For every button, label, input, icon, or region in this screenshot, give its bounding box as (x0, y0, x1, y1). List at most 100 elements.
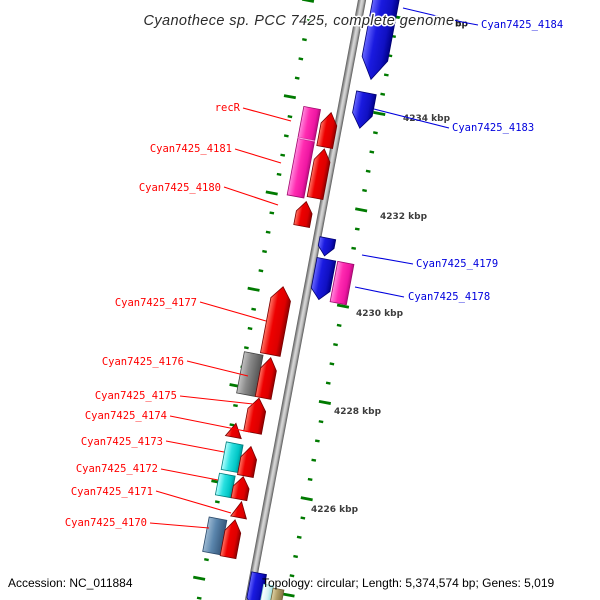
gene-red-a[interactable] (316, 111, 339, 149)
ruler-tick (325, 381, 331, 385)
gene-recR[interactable] (297, 105, 321, 142)
ruler-unit-bp: bp (455, 20, 468, 30)
label-cyan7425-4175[interactable]: Cyan7425_4175 (95, 390, 177, 402)
gene-cyan7425-4178[interactable] (329, 260, 355, 306)
ruler-tick (307, 477, 313, 482)
ruler-label-4236: 4236 k (428, 19, 463, 29)
label-cyan7425-4178[interactable]: Cyan7425_4178 (408, 291, 490, 303)
ruler-tick (265, 230, 271, 234)
ruler-tick (282, 592, 295, 598)
leader-cyan7425-4183 (373, 108, 450, 129)
ruler-tick (302, 38, 307, 42)
ruler-tick (373, 131, 378, 135)
label-cyan7425-4179[interactable]: Cyan7425_4179 (416, 258, 498, 270)
ruler-tick (269, 211, 275, 215)
gene-red-b[interactable] (306, 147, 332, 201)
gene-tan-bottom[interactable] (267, 587, 285, 600)
label-cyan7425-4172[interactable]: Cyan7425_4172 (76, 463, 158, 475)
ruler-tick (362, 188, 367, 193)
ruler-tick (300, 496, 313, 502)
ruler-tick (336, 303, 350, 309)
ruler-tick (276, 172, 282, 177)
ruler-tick (336, 323, 342, 327)
ruler-ticks (193, 0, 404, 600)
ruler-tick (229, 423, 235, 427)
gene-fragment-blue[interactable] (317, 236, 337, 258)
gene-red-fragment[interactable] (224, 422, 244, 440)
ruler-tick (265, 190, 278, 196)
leader-cyan7425-4177 (199, 301, 267, 322)
ruler-tick (233, 403, 238, 408)
label-recR[interactable]: recR (215, 102, 241, 114)
map-title: Cyanothece sp. PCC 7425, complete genome (143, 13, 454, 29)
gene-red-e[interactable] (237, 445, 259, 478)
ruler-tick (296, 535, 302, 539)
gene-cyan7425-4175[interactable] (254, 356, 278, 400)
ruler-tick (289, 574, 295, 578)
label-cyan7425-4181[interactable]: Cyan7425_4181 (150, 143, 232, 155)
label-cyan7425-4174[interactable]: Cyan7425_4174 (85, 410, 167, 422)
gene-cyan7425-4179[interactable] (309, 257, 337, 302)
ruler-label-4232: 4232 kbp (380, 212, 428, 222)
gene-divider (297, 137, 315, 142)
ruler-tick (294, 76, 300, 80)
ruler-tick (355, 207, 368, 213)
genome-backbone[interactable] (239, 0, 370, 600)
label-cyan7425-4173[interactable]: Cyan7425_4173 (81, 436, 163, 448)
status-accession: Accession: NC_011884 (8, 576, 133, 590)
status-topology: Topology: circular; Length: 5,374,574 bp… (262, 576, 555, 590)
gene-cyan7425-4180[interactable] (293, 200, 314, 229)
gene-red-f[interactable] (230, 475, 251, 502)
ruler-tick (314, 439, 320, 443)
label-cyan7425-4180[interactable]: Cyan7425_4180 (139, 182, 221, 194)
gene-cyan7425-4177[interactable] (260, 285, 292, 357)
gene-cyan7425-4174[interactable] (243, 397, 268, 435)
label-cyan7425-4170[interactable]: Cyan7425_4170 (65, 517, 147, 529)
ruler-tick (300, 516, 306, 520)
label-cyan7425-4177[interactable]: Cyan7425_4177 (115, 297, 197, 309)
ruler-tick (283, 134, 289, 138)
gene-red-g[interactable] (219, 518, 243, 560)
leader-cyan7425-4175 (179, 395, 254, 405)
ruler-tick (373, 111, 386, 117)
leader-lines (149, 7, 479, 529)
ruler-tick (193, 575, 206, 581)
leader-cyan7425-4180 (223, 186, 279, 206)
label-cyan7425-4184[interactable]: Cyan7425_4184 (481, 19, 563, 31)
ruler-tick (258, 269, 264, 273)
label-cyan7425-4183[interactable]: Cyan7425_4183 (452, 122, 534, 134)
ruler-tick (369, 150, 375, 154)
ruler-label-4228: 4228 kbp (334, 407, 382, 417)
ruler-tick (380, 92, 386, 96)
ruler-tick (204, 558, 209, 562)
leader-cyan7425-4184 (402, 7, 479, 26)
gene-cyan7425-4184[interactable] (358, 0, 400, 82)
ruler-tick (301, 0, 315, 3)
ruler-tick (196, 596, 202, 600)
leader-cyan7425-4173 (165, 440, 225, 453)
label-cyan7425-4176[interactable]: Cyan7425_4176 (102, 356, 184, 368)
ruler-tick (318, 420, 324, 424)
ruler-tick (262, 249, 267, 254)
genome-frame (193, 0, 404, 600)
ruler-label-4226: 4226 kbp (311, 505, 359, 515)
ruler-tick (365, 169, 371, 173)
ruler-tick (351, 246, 357, 250)
ruler-tick (318, 399, 332, 405)
ruler-tick (383, 73, 389, 77)
label-cyan7425-4171[interactable]: Cyan7425_4171 (71, 486, 153, 498)
ruler-label-4234: 4234 kbp (403, 114, 451, 124)
ruler-tick (287, 115, 293, 119)
ruler-tick (283, 94, 297, 100)
leader-cyan7425-4176 (186, 360, 249, 377)
ruler-label-4230: 4230 kbp (356, 309, 404, 319)
ruler-tick (305, 18, 311, 22)
gene-cyan7425-4183[interactable] (350, 90, 377, 130)
gene-cyan7425-4171[interactable] (230, 500, 250, 520)
ruler-tick (293, 554, 299, 559)
ruler-tick (333, 343, 338, 347)
leader-cyan7425-4174 (169, 415, 251, 433)
ruler-tick (298, 57, 304, 61)
ruler-tick (251, 307, 257, 311)
